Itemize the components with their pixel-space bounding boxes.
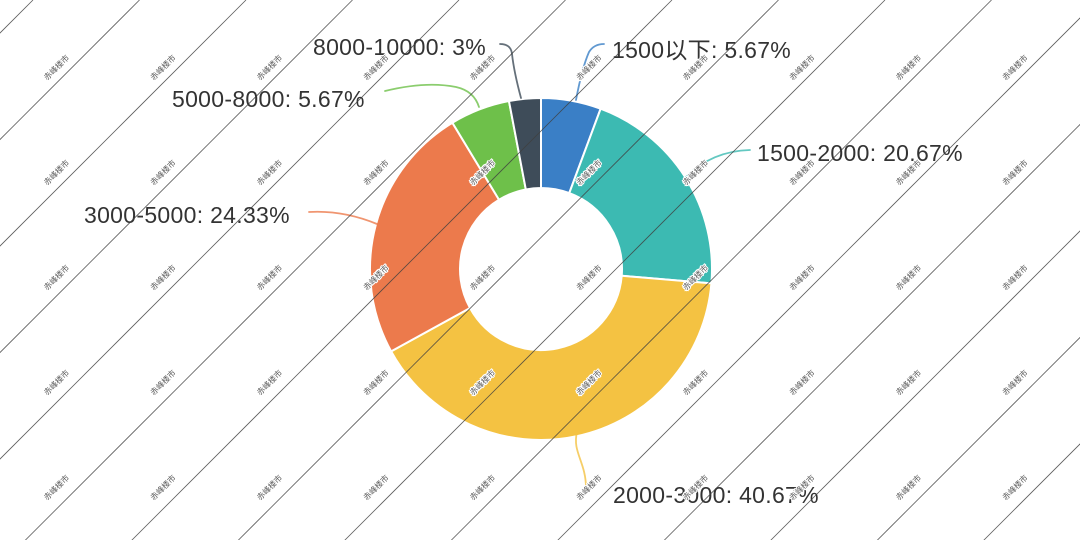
leader-line-3000-5000	[308, 210, 378, 225]
slice-label-8000-10000: 8000-10000: 3%	[313, 34, 487, 60]
slice-label-1500-2000: 1500-2000: 20.67%	[757, 140, 963, 166]
slice-label-2000-3000: 2000-3000: 40.67%	[613, 482, 819, 508]
leader-line-2000-3000	[575, 431, 587, 489]
leader-line-8000-10000	[499, 43, 522, 99]
leader-line-1500-2000	[685, 149, 751, 178]
slice-1500-2000[interactable]	[568, 107, 713, 285]
slice-label-3000-5000: 3000-5000: 24.33%	[84, 202, 290, 228]
leader-line-1500以下	[575, 43, 605, 101]
slice-label-5000-8000: 5000-8000: 5.67%	[172, 86, 365, 112]
leader-line-5000-8000	[384, 83, 480, 108]
slice-label-1500yixia: 1500以下: 5.67%	[612, 37, 792, 63]
